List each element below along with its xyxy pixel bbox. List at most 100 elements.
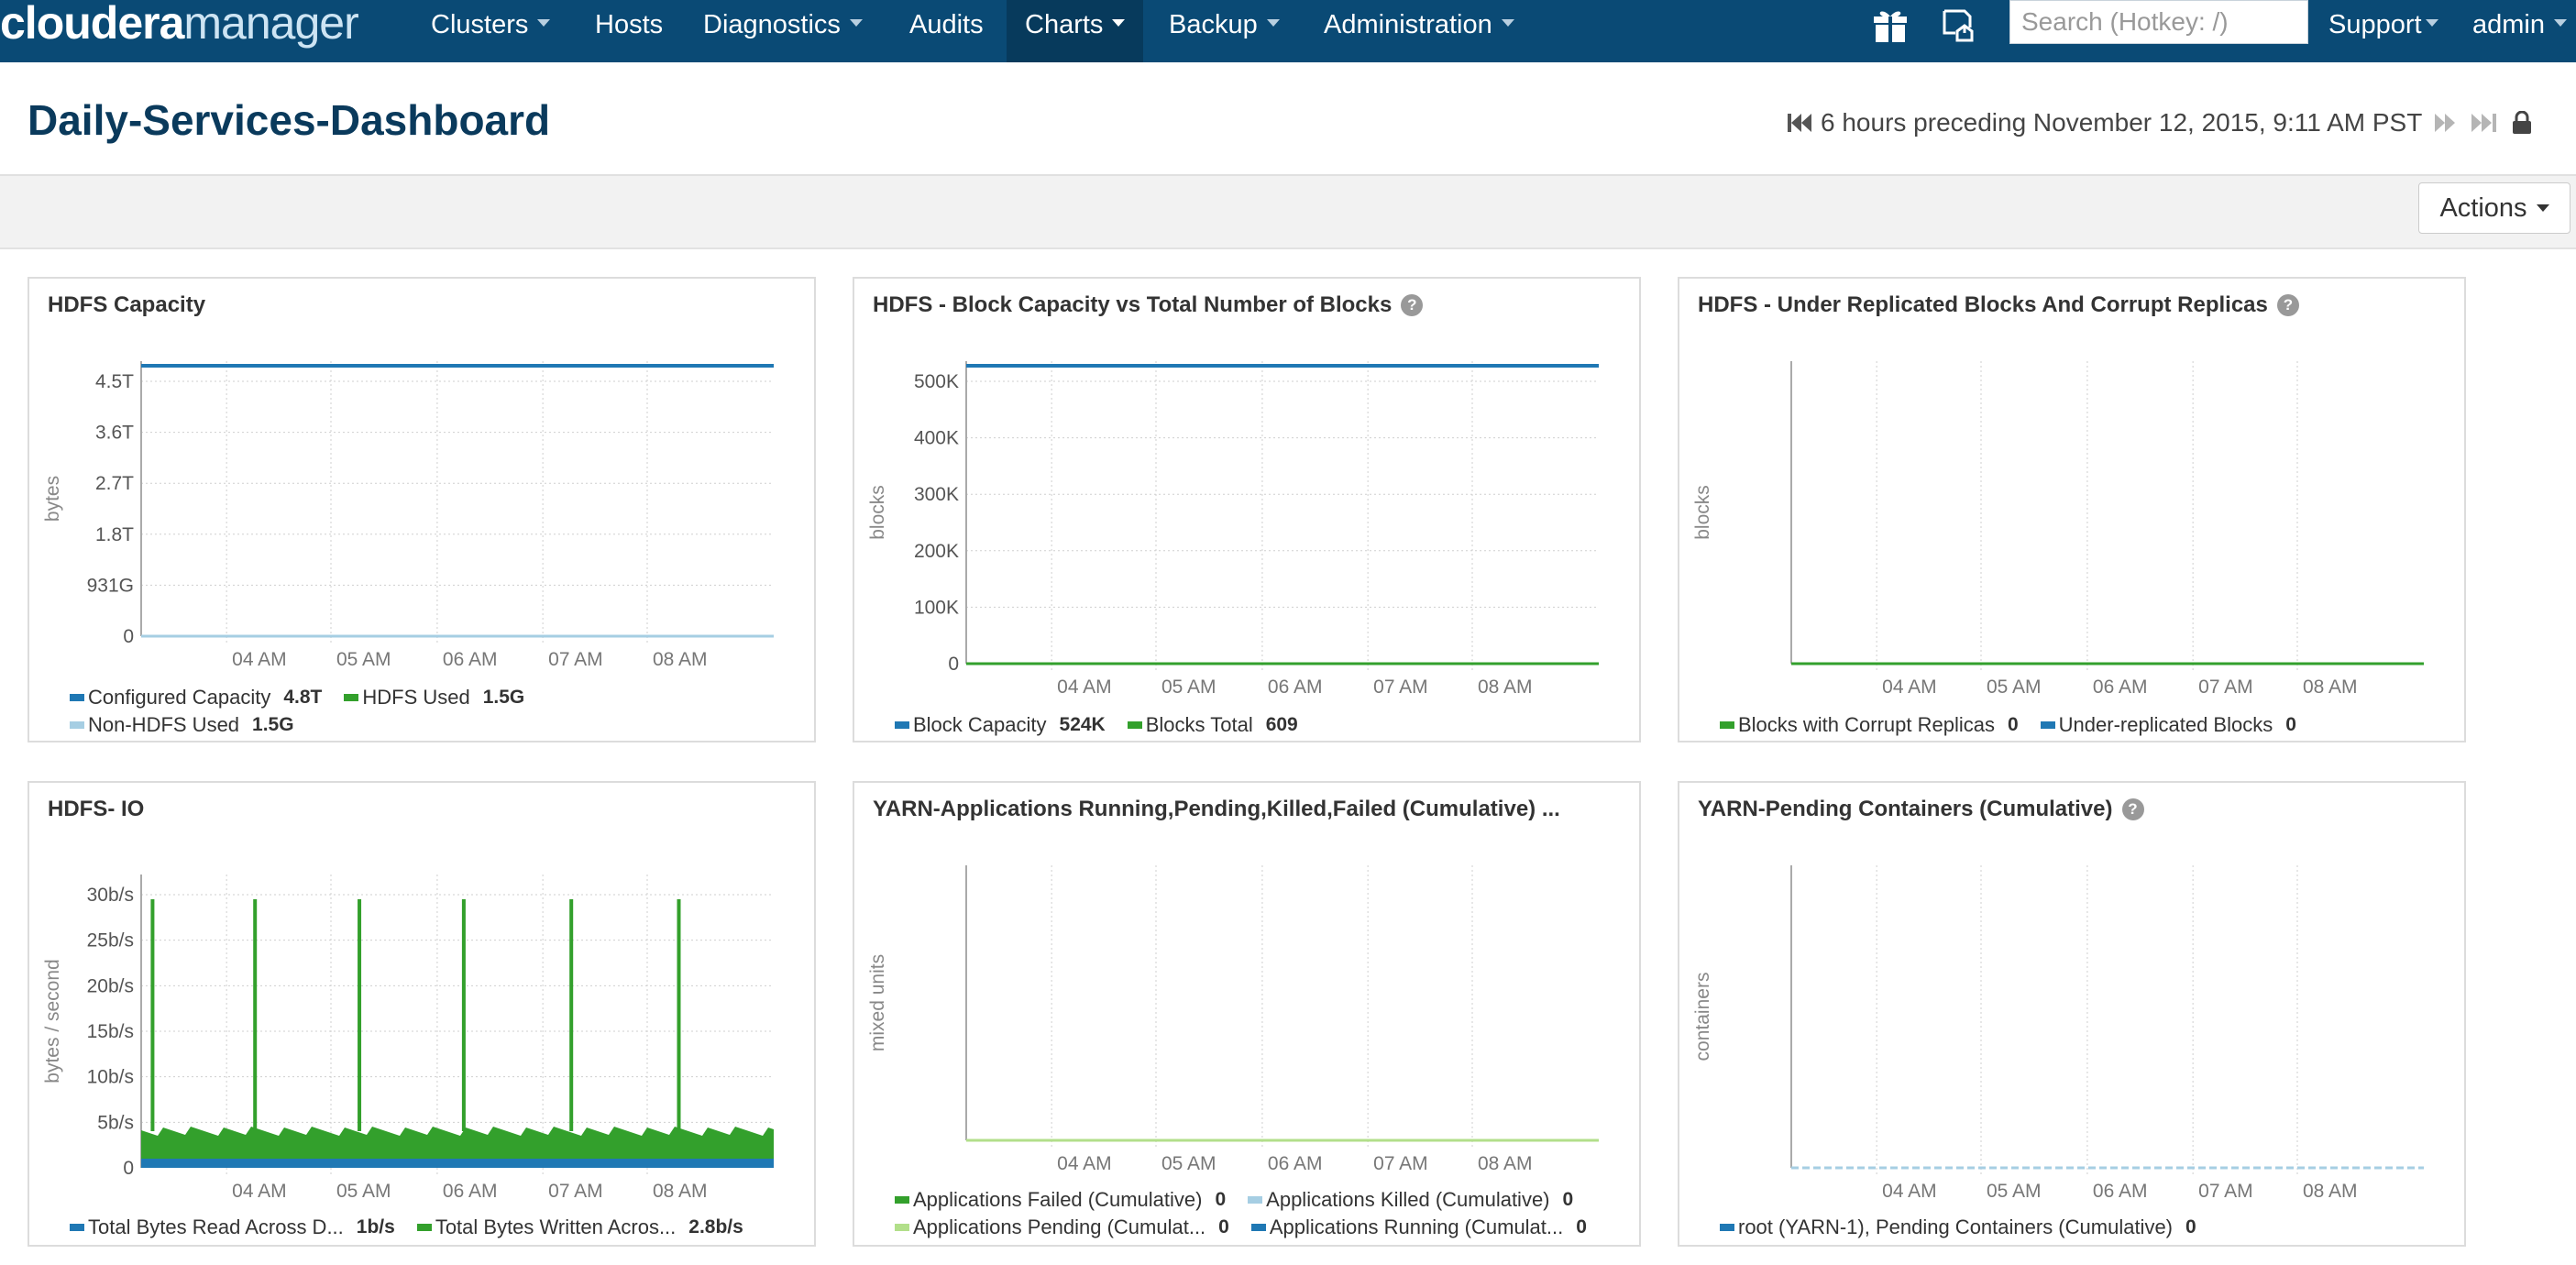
series-bytes-written <box>141 1127 774 1168</box>
nav-hosts[interactable]: Hosts <box>595 0 663 62</box>
x-tick-label: 08 AM <box>2303 676 2358 698</box>
chart-plot[interactable]: bytes 4.5T 3.6T 2.7T 1.8T 931G 0 04 AM 05 AM 06 A… <box>29 279 818 744</box>
nav-administration-label: Administration <box>1324 10 1492 39</box>
legend-item[interactable]: Blocks with Corrupt Replicas 0 <box>1720 713 2019 737</box>
x-tick-label: 07 AM <box>2198 1181 2253 1202</box>
y-tick-label: 15b/s <box>87 1021 134 1042</box>
x-tick-label: 05 AM <box>1987 676 2042 698</box>
legend-value: 0 <box>2007 714 2019 735</box>
y-tick-label: 25b/s <box>87 930 134 952</box>
legend-item[interactable]: Applications Failed (Cumulative) 0 <box>895 1188 1226 1212</box>
legend-item[interactable]: Applications Pending (Cumulat... 0 <box>895 1216 1229 1239</box>
nav-backup[interactable]: Backup <box>1169 0 1280 62</box>
rewind-icon[interactable] <box>1788 112 1811 134</box>
chart-legend: Blocks with Corrupt Replicas 0 Under-repli… <box>1720 711 2444 739</box>
time-range-label[interactable]: 6 hours preceding November 12, 2015, 9:1… <box>1821 108 2423 137</box>
nav-hosts-label: Hosts <box>595 10 664 39</box>
search-input[interactable] <box>2009 0 2308 44</box>
legend-item[interactable]: Applications Killed (Cumulative) 0 <box>1248 1188 1573 1212</box>
y-axis-label: mixed units <box>867 954 888 1051</box>
x-tick-label: 05 AM <box>336 1181 391 1202</box>
legend-item[interactable]: Under-replicated Blocks 0 <box>2040 713 2296 737</box>
chart-plot[interactable]: mixed units 04 AM 05 AM 06 AM 07 AM 08 AM <box>854 783 1643 1248</box>
chevron-down-icon <box>2536 204 2549 212</box>
x-tick-label: 08 AM <box>653 649 708 670</box>
legend-row: Configured Capacity 4.8T HDFS Used 1.5G <box>70 684 794 711</box>
x-tick-label: 07 AM <box>1373 1153 1428 1174</box>
chart-title-text: HDFS - Block Capacity vs Total Number of… <box>873 292 1393 317</box>
nav-administration[interactable]: Administration <box>1324 0 1514 62</box>
chevron-down-icon <box>2554 19 2567 28</box>
legend-row: Non-HDFS Used 1.5G <box>70 711 794 739</box>
legend-item[interactable]: HDFS Used 1.5G <box>344 686 524 710</box>
fast-forward-icon[interactable] <box>2435 112 2459 134</box>
legend-swatch <box>895 721 909 729</box>
legend-item[interactable]: Total Bytes Read Across D... 1b/s <box>70 1216 395 1239</box>
legend-value: 0 <box>1562 1189 1574 1210</box>
chart-title: YARN-Pending Containers (Cumulative)? <box>1698 794 2144 825</box>
legend-label: root (YARN-1), Pending Containers (Cumul… <box>1738 1216 2173 1238</box>
legend-swatch <box>1127 721 1142 729</box>
time-range-selector: 6 hours preceding November 12, 2015, 9:1… <box>1788 104 2532 141</box>
x-tick-label: 06 AM <box>1268 1153 1323 1174</box>
x-tick-label: 08 AM <box>2303 1181 2358 1202</box>
legend-item[interactable]: root (YARN-1), Pending Containers (Cumul… <box>1720 1216 2196 1239</box>
chart-card-hdfs-capacity: HDFS Capacity bytes 4.5T 3.6T 2.7T 1.8T 931G 0… <box>28 277 816 742</box>
nav-clusters[interactable]: Clusters <box>431 0 551 62</box>
legend-swatch <box>70 721 84 729</box>
legend-row: Total Bytes Read Across D... 1b/s Total By… <box>70 1214 794 1241</box>
legend-label: Blocks Total <box>1145 713 1253 736</box>
help-icon[interactable]: ? <box>2121 798 2144 820</box>
lock-icon[interactable] <box>2512 111 2532 135</box>
legend-label: Total Bytes Written Acros... <box>435 1216 677 1238</box>
nav-audits[interactable]: Audits <box>909 0 984 62</box>
chart-plot[interactable]: bytes / second 30b/s 25b/s 20b/s 15b/s 10b/s 5… <box>29 783 818 1248</box>
y-tick-label: 500K <box>914 371 959 392</box>
chart-card-yarn-pending-containers: YARN-Pending Containers (Cumulative)? co… <box>1678 781 2466 1247</box>
y-tick-label: 1.8T <box>95 524 134 545</box>
chart-plot[interactable]: blocks 500K 400K 300K 200K 100K 0 04 AM 05 AM 06 … <box>854 279 1643 744</box>
parcel-icon[interactable] <box>1937 6 1977 46</box>
chart-plot[interactable]: containers 04 AM 05 AM 06 AM 07 AM 08 AM <box>1679 783 2468 1248</box>
nav-support[interactable]: Support <box>2328 0 2438 62</box>
actions-dropdown-button[interactable]: Actions <box>2418 182 2570 234</box>
jump-to-now-icon[interactable] <box>2471 112 2497 134</box>
chart-title-text: YARN-Pending Containers (Cumulative) <box>1698 797 2113 821</box>
help-icon[interactable]: ? <box>2276 294 2299 316</box>
legend-item[interactable]: Total Bytes Written Acros... 2.8b/s <box>416 1216 743 1239</box>
nav-charts-label: Charts <box>1025 10 1104 39</box>
chart-card-hdfs-block-capacity: HDFS - Block Capacity vs Total Number of… <box>853 277 1641 742</box>
cloudera-manager-logo[interactable]: clouderamanager <box>0 0 359 46</box>
dashboard-toolbar: Actions <box>0 176 2576 249</box>
nav-backup-label: Backup <box>1169 10 1258 39</box>
chart-legend: Block Capacity 524K Blocks Total 609 <box>895 711 1619 739</box>
gift-icon[interactable] <box>1870 6 1910 46</box>
x-tick-label: 04 AM <box>232 1181 287 1202</box>
legend-item[interactable]: Block Capacity 524K <box>895 713 1106 737</box>
legend-item[interactable]: Configured Capacity 4.8T <box>70 686 322 710</box>
chevron-down-icon <box>1266 19 1280 28</box>
nav-diagnostics[interactable]: Diagnostics <box>703 0 863 62</box>
legend-item[interactable]: Non-HDFS Used 1.5G <box>70 713 294 737</box>
y-tick-label: 400K <box>914 428 959 449</box>
chart-plot[interactable]: blocks 04 AM 05 AM 06 AM 07 AM 08 AM <box>1679 279 2468 744</box>
nav-user-menu[interactable]: admin <box>2472 0 2567 62</box>
legend-value: 609 <box>1265 714 1298 735</box>
x-tick-label: 07 AM <box>548 649 603 670</box>
chevron-down-icon <box>537 19 551 28</box>
legend-label: Applications Killed (Cumulative) <box>1266 1188 1550 1211</box>
x-tick-label: 07 AM <box>548 1181 603 1202</box>
y-tick-label: 0 <box>123 626 134 647</box>
chart-title-text: HDFS Capacity <box>48 292 206 317</box>
legend-item[interactable]: Applications Running (Cumulat... 0 <box>1250 1216 1587 1239</box>
chart-title: YARN-Applications Running,Pending,Killed… <box>873 794 1560 825</box>
x-tick-label: 04 AM <box>1057 676 1112 698</box>
legend-label: HDFS Used <box>362 686 470 709</box>
nav-charts[interactable]: Charts <box>1007 0 1144 62</box>
x-tick-label: 08 AM <box>1478 1153 1533 1174</box>
chart-card-hdfs-under-replicated: HDFS - Under Replicated Blocks And Corru… <box>1678 277 2466 742</box>
chart-legend: Configured Capacity 4.8T HDFS Used 1.5G Non-… <box>70 684 794 739</box>
legend-item[interactable]: Blocks Total 609 <box>1127 713 1298 737</box>
legend-row: root (YARN-1), Pending Containers (Cumul… <box>1720 1214 2444 1241</box>
help-icon[interactable]: ? <box>1401 294 1424 316</box>
